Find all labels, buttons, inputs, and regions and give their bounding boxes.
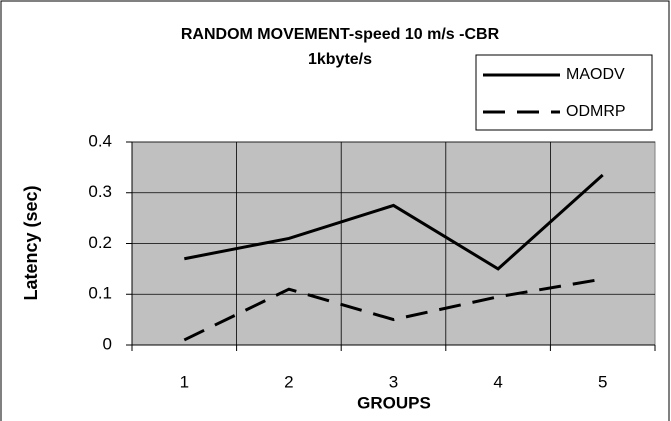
x-tick-label: 5 [598, 372, 607, 391]
x-tick-label: 4 [493, 372, 502, 391]
legend-label: MAODV [566, 66, 625, 83]
chart-title: RANDOM MOVEMENT-speed 10 m/s -CBR [181, 26, 500, 43]
x-tick-label: 1 [180, 372, 189, 391]
y-axis-label: Latency (sec) [21, 185, 41, 300]
y-tick-label: 0.3 [88, 182, 112, 201]
legend-label: ODMRP [566, 103, 626, 120]
line-series [183, 277, 603, 342]
chart-title: 1kbyte/s [308, 51, 372, 68]
x-tick-label: 2 [284, 372, 293, 391]
y-tick-label: 0.1 [88, 284, 112, 303]
y-tick-label: 0 [103, 334, 112, 353]
legend [475, 54, 653, 131]
x-tick-label: 3 [389, 372, 398, 391]
y-tick-label: 0.4 [88, 131, 112, 150]
y-tick-label: 0.2 [88, 233, 112, 252]
x-axis-label: GROUPS [357, 393, 431, 412]
line-series [184, 173, 604, 271]
